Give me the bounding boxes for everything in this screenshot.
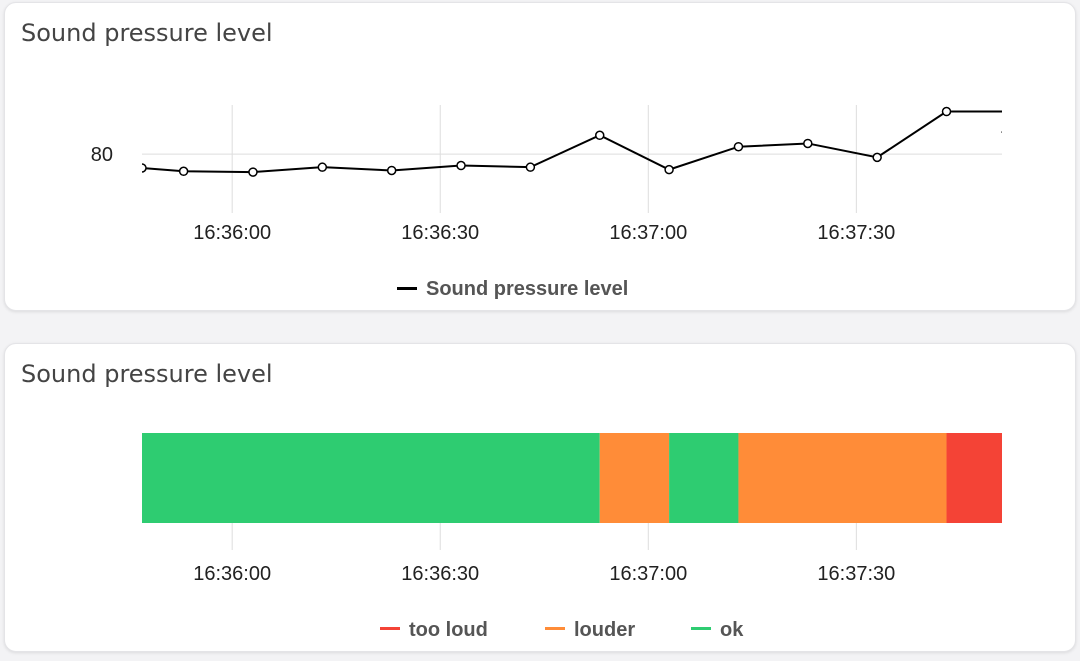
- data-point: [941, 106, 952, 117]
- data-point: [525, 162, 536, 172]
- data-point: [594, 130, 605, 141]
- legend-label: Sound pressure level: [426, 278, 628, 300]
- data-point: [248, 167, 258, 177]
- x-tick-label: 16:36:30: [401, 222, 479, 244]
- timeline-segment-louder: [738, 433, 947, 523]
- data-point: [803, 138, 813, 149]
- card-title: Sound pressure level: [21, 19, 273, 47]
- x-tick-label: 16:37:00: [609, 563, 687, 585]
- plot-area: [142, 106, 1002, 177]
- x-tick-label: 16:36:00: [193, 563, 271, 585]
- y-tick-label: 80: [91, 144, 113, 166]
- timeline-segment-ok: [142, 433, 600, 523]
- legend-swatch: [691, 627, 711, 630]
- legend-label: ok: [720, 619, 744, 641]
- data-point: [386, 165, 397, 176]
- series-line: [142, 110, 1002, 174]
- x-tick-label: 16:37:00: [609, 222, 687, 244]
- timeline-segment-too-loud: [946, 433, 1002, 523]
- legend-label: too loud: [409, 619, 488, 641]
- line-chart: 16:36:00 16:36:30 16:37:00 16:37:30 80 Sound …: [91, 105, 1002, 300]
- timeline-segment-louder: [599, 433, 670, 523]
- data-point: [872, 152, 882, 163]
- data-point: [664, 164, 674, 175]
- line-chart-card: Sound pressure level 16:36:00 16:36:30 16:…: [4, 2, 1076, 311]
- timeline-segment-ok: [669, 433, 739, 523]
- x-tick-label: 16:36:00: [193, 222, 271, 244]
- legend-swatch: [397, 287, 417, 290]
- legend-label: louder: [574, 619, 635, 641]
- x-tick-label: 16:36:30: [401, 563, 479, 585]
- data-point: [733, 141, 744, 152]
- card-title: Sound pressure level: [21, 360, 273, 388]
- legend-swatch: [545, 627, 565, 630]
- data-point: [317, 162, 328, 172]
- timeline-chart-card: Sound pressure level 16:36:00 16:36:30 16:…: [4, 343, 1076, 652]
- data-point: [178, 166, 189, 177]
- x-tick-label: 16:37:30: [817, 563, 895, 585]
- legend-swatch: [380, 627, 400, 630]
- data-point: [142, 163, 147, 173]
- x-tick-label: 16:37:30: [817, 222, 895, 244]
- timeline-chart: 16:36:00 16:36:30 16:37:00 16:37:30 too loud…: [142, 433, 1002, 641]
- data-point: [456, 160, 466, 171]
